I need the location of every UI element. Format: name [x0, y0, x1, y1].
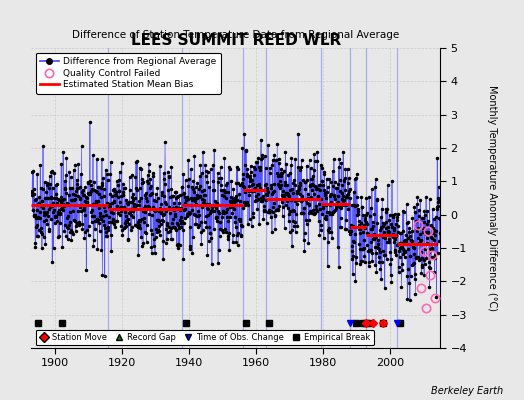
Y-axis label: Monthly Temperature Anomaly Difference (°C): Monthly Temperature Anomaly Difference (… [486, 85, 497, 311]
Title: LEES SUMMIT REED WLR: LEES SUMMIT REED WLR [130, 33, 341, 48]
Legend: Station Move, Record Gap, Time of Obs. Change, Empirical Break: Station Move, Record Gap, Time of Obs. C… [36, 330, 374, 345]
Text: Berkeley Earth: Berkeley Earth [431, 386, 503, 396]
Text: Difference of Station Temperature Data from Regional Average: Difference of Station Temperature Data f… [72, 30, 399, 40]
